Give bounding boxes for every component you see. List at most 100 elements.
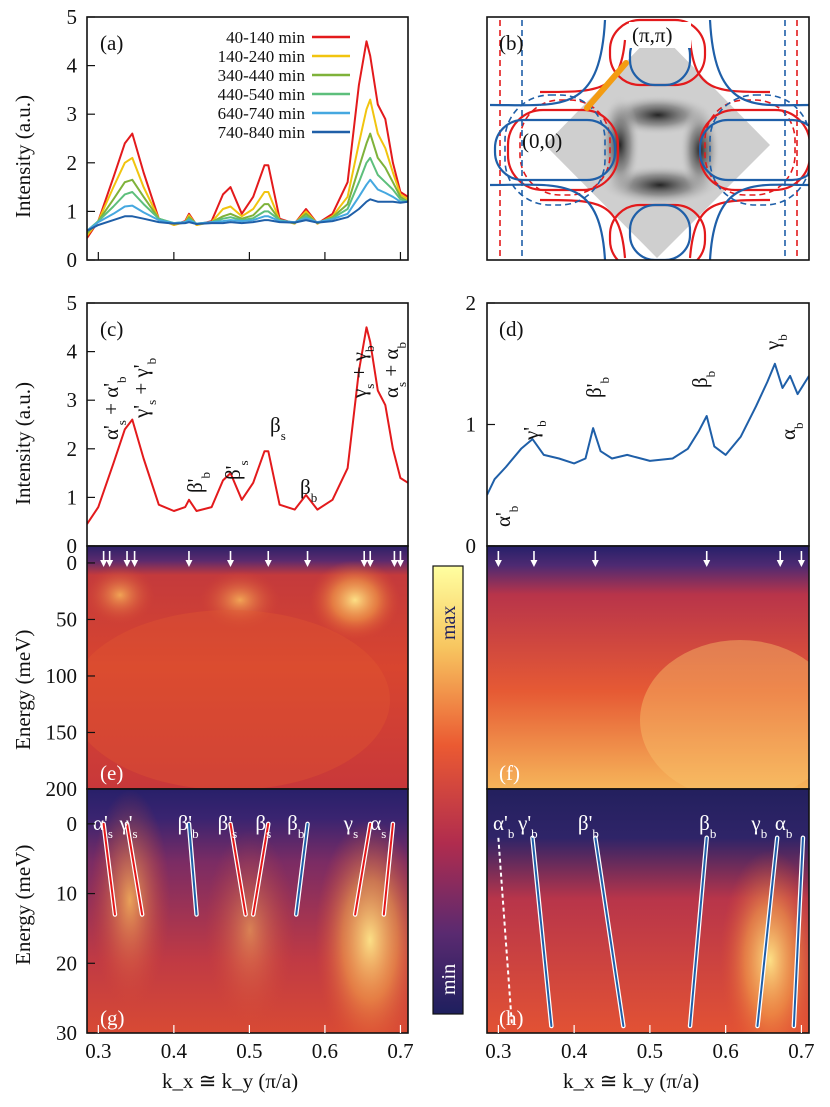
panel-e: 0 50 100 150 200 (e) xyxy=(46,545,409,801)
dispersion-line xyxy=(531,836,553,1028)
series-line-0 xyxy=(87,326,408,525)
label-pi-pi: (π,π) xyxy=(632,23,672,47)
x-tick-label: 0.7 xyxy=(788,1039,814,1063)
x-tick-label: 0.5 xyxy=(637,1039,663,1063)
y-tick-label: 0 xyxy=(67,248,78,272)
band-label: β's xyxy=(218,811,238,841)
dispersion-line xyxy=(229,822,247,916)
y-axis-label-e: Energy (meV) xyxy=(11,630,35,750)
fermi-contours-blue-dashed xyxy=(504,20,809,260)
peak-label: βs xyxy=(270,413,286,443)
x-tick-label: 0.3 xyxy=(485,1039,511,1063)
dispersion-line-dashed xyxy=(497,837,513,1027)
panel-a-tag: (a) xyxy=(100,31,123,55)
panel-c-tag: (c) xyxy=(100,317,123,341)
y-axis-label-g: Energy (meV) xyxy=(11,845,35,965)
x-tick-label: 0.4 xyxy=(561,1039,588,1063)
band-label: βb xyxy=(699,811,717,841)
peak-label: β'b xyxy=(183,472,213,493)
legend-label: 740-840 min xyxy=(218,123,306,142)
peak-arrow-head xyxy=(123,560,131,567)
peak-arrow-head xyxy=(396,560,404,567)
panel-g-tag: (g) xyxy=(100,1006,125,1030)
dispersion-line xyxy=(252,822,270,916)
panel-b: (b) (π,π) (0,0) xyxy=(486,16,810,261)
y-tick-label: 1 xyxy=(466,413,477,437)
x-tick-label: 0.6 xyxy=(312,1039,338,1063)
y-tick-label: 3 xyxy=(67,102,78,126)
peak-arrow-head xyxy=(264,560,272,567)
legend-label: 40-140 min xyxy=(226,28,305,47)
band-labels: α's γ's β'b β's βs βb γs αs xyxy=(93,811,386,841)
colorbar-min-label: min xyxy=(438,964,460,995)
peak-label: γ'b xyxy=(519,420,549,441)
peak-label: α's + α'b xyxy=(99,376,129,440)
heatmap-f xyxy=(487,546,809,789)
y-tick-label: 100 xyxy=(46,664,78,688)
y-tick-label: 0 xyxy=(466,534,477,558)
peak-annotations: α'b γ'b β'b βb γb αb xyxy=(491,334,806,527)
series-line-1 xyxy=(87,98,408,237)
peak-label: α'b xyxy=(491,505,521,527)
legend-label: 340-440 min xyxy=(218,66,306,85)
colorbar-max-label: max xyxy=(438,606,460,640)
y-tick-label: 30 xyxy=(56,1021,77,1045)
band-label: αs xyxy=(370,811,386,841)
peak-label: γb xyxy=(760,334,790,351)
x-axis-label-right: k_x ≅ k_y (π/a) xyxy=(563,1069,699,1093)
panel-d: 0 1 2 (d) α'b γ'b β'b βb γb αb xyxy=(466,291,810,558)
dispersion-line xyxy=(187,822,198,916)
band-label: γs xyxy=(343,811,358,841)
dispersion-line xyxy=(382,822,394,916)
series-line-2 xyxy=(87,132,408,234)
dispersion-fits xyxy=(497,835,806,1029)
band-labels: α'b γ'b β'b βb γb αb xyxy=(493,811,793,841)
dispersion-line xyxy=(126,822,144,916)
band-label: β'b xyxy=(578,811,599,841)
peak-arrow-head xyxy=(366,560,374,567)
legend-label: 440-540 min xyxy=(218,85,306,104)
colorbar-gradient xyxy=(432,565,464,1015)
peak-arrow-head xyxy=(360,560,368,567)
dispersion-line xyxy=(689,836,708,1028)
panel-a-frame xyxy=(86,16,409,261)
y-tick-label: 5 xyxy=(67,5,78,29)
peak-arrow-head xyxy=(703,560,711,567)
panel-f-tag: (f) xyxy=(499,761,520,785)
series-line-5 xyxy=(87,198,408,232)
cut-direction-line xyxy=(584,60,629,111)
heatmap-e xyxy=(87,546,408,789)
series-line-4 xyxy=(87,178,408,232)
peak-arrows xyxy=(494,551,805,567)
peak-label: γ's + γ'b xyxy=(129,357,159,419)
y-tick-label: 2 xyxy=(466,291,477,315)
series-line-0 xyxy=(487,362,809,496)
y-tick-label: 2 xyxy=(67,151,78,175)
band-label: β'b xyxy=(178,811,199,841)
panel-e-tag: (e) xyxy=(100,761,123,785)
band-label: α'b xyxy=(493,811,515,841)
dispersion-line xyxy=(295,822,309,916)
x-tick-label: 0.6 xyxy=(713,1039,739,1063)
band-label: γ's xyxy=(118,811,137,841)
peak-arrow-head xyxy=(494,560,502,567)
x-tick-label: 0.4 xyxy=(161,1039,188,1063)
y-tick-label: 0 xyxy=(67,534,78,558)
series-line-0 xyxy=(87,40,408,239)
fermi-contours-red xyxy=(506,18,809,260)
fermi-surface-map xyxy=(489,18,809,260)
y-tick-label: 1 xyxy=(67,485,78,509)
peak-arrow-head xyxy=(131,560,139,567)
arpes-intensity-map xyxy=(545,30,770,258)
series-line-3 xyxy=(87,156,408,232)
legend-label: 640-740 min xyxy=(218,104,306,123)
peak-arrow-head xyxy=(797,560,805,567)
peak-label: β's xyxy=(221,460,251,480)
y-tick-label: 0 xyxy=(67,551,78,575)
band-label: γ'b xyxy=(517,811,538,841)
y-axis-label-c: Intensity (a.u.) xyxy=(11,382,35,505)
